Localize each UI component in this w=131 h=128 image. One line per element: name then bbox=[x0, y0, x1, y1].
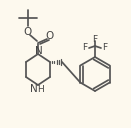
Text: O: O bbox=[46, 31, 54, 41]
Text: H: H bbox=[37, 84, 43, 93]
Text: F: F bbox=[82, 44, 88, 52]
Text: F: F bbox=[102, 44, 108, 52]
Text: N: N bbox=[35, 46, 43, 56]
Text: O: O bbox=[24, 27, 32, 37]
Text: F: F bbox=[92, 35, 98, 44]
Text: N: N bbox=[30, 84, 38, 94]
